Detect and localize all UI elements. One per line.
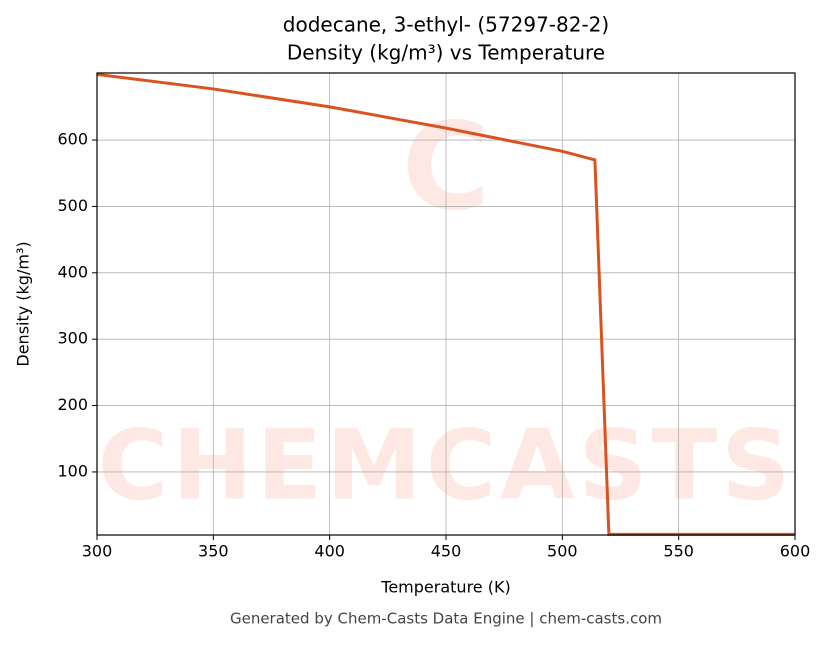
chart-subtitle: Density (kg/m³) vs Temperature bbox=[287, 41, 605, 65]
x-tick-label: 300 bbox=[82, 542, 113, 561]
y-axis-label: Density (kg/m³) bbox=[14, 241, 33, 366]
chart-title: dodecane, 3-ethyl- (57297-82-2) bbox=[283, 13, 609, 37]
footer: Generated by Chem-Casts Data Engine | ch… bbox=[230, 610, 662, 628]
x-tick-label: 400 bbox=[314, 542, 345, 561]
y-tick-label: 200 bbox=[57, 395, 88, 414]
x-tick-label: 550 bbox=[663, 542, 694, 561]
y-tick-label: 100 bbox=[57, 461, 88, 480]
data-line bbox=[96, 72, 795, 536]
x-tick-label: 500 bbox=[547, 542, 578, 561]
y-tick-label: 500 bbox=[57, 196, 88, 215]
y-tick-label: 300 bbox=[57, 329, 88, 348]
y-tick-label: 400 bbox=[57, 262, 88, 281]
x-tick-label: 350 bbox=[198, 542, 229, 561]
x-tick-label: 450 bbox=[431, 542, 462, 561]
x-tick-label: 600 bbox=[780, 542, 811, 561]
plot-frame bbox=[96, 72, 796, 536]
x-axis-label: Temperature (K) bbox=[380, 578, 510, 597]
y-tick-label: 600 bbox=[57, 130, 88, 149]
